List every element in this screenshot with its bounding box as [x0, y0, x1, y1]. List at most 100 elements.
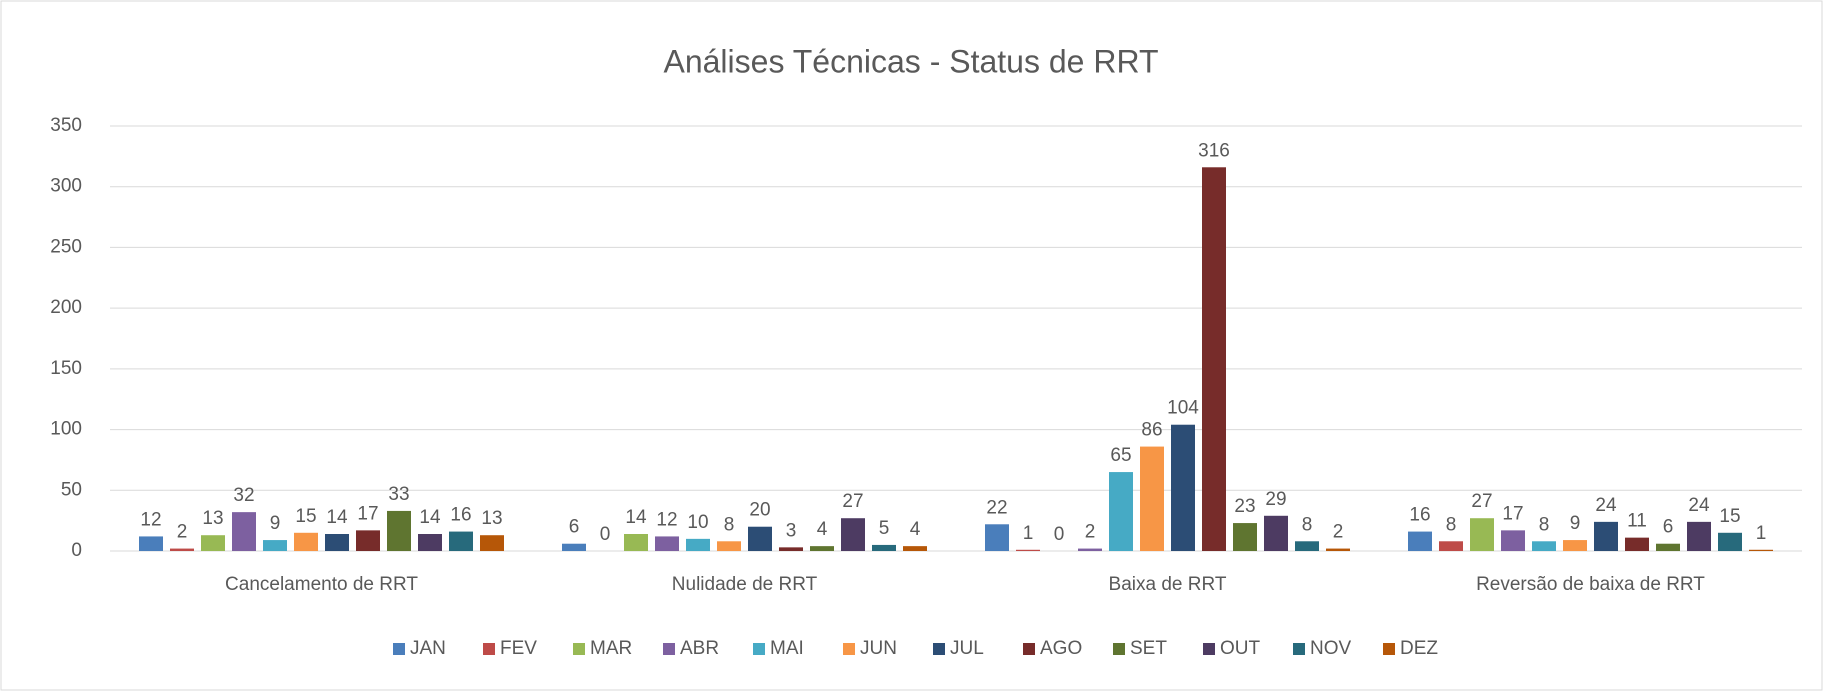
- data-label: 65: [1110, 445, 1131, 466]
- bar: [1408, 531, 1432, 551]
- bar: [418, 534, 442, 551]
- bar: [232, 512, 256, 551]
- data-label: 15: [1719, 506, 1740, 527]
- bar: [903, 546, 927, 551]
- data-label: 8: [1446, 514, 1457, 535]
- data-label: 8: [724, 514, 735, 535]
- data-label: 13: [481, 508, 502, 529]
- legend-swatch: [1293, 643, 1305, 655]
- bar: [1202, 167, 1226, 552]
- data-label: 0: [1054, 524, 1065, 545]
- data-label: 33: [388, 484, 409, 505]
- data-label: 316: [1198, 140, 1230, 161]
- data-label: 8: [1302, 514, 1313, 535]
- legend-swatch: [483, 643, 495, 655]
- data-label: 104: [1167, 398, 1199, 419]
- x-tick-label: Baixa de RRT: [1109, 574, 1227, 595]
- bar: [1295, 541, 1319, 551]
- bar: [1140, 446, 1164, 551]
- legend-swatch: [1113, 643, 1125, 655]
- y-tick-label: 0: [71, 540, 82, 561]
- bar: [841, 518, 865, 551]
- data-label: 16: [1409, 505, 1430, 526]
- bar: [1078, 548, 1102, 551]
- data-label: 1: [1023, 523, 1034, 544]
- legend-label: MAR: [590, 638, 632, 659]
- y-tick-label: 350: [50, 115, 82, 136]
- bar: [686, 538, 710, 551]
- legend-swatch: [663, 643, 675, 655]
- bar: [985, 524, 1009, 551]
- data-label: 23: [1234, 496, 1255, 517]
- bar: [1749, 549, 1773, 551]
- x-tick-label: Nulidade de RRT: [672, 574, 818, 595]
- y-tick-label: 200: [50, 297, 82, 318]
- data-label: 4: [817, 519, 828, 540]
- legend-swatch: [573, 643, 585, 655]
- data-label: 29: [1265, 489, 1286, 510]
- legend-swatch: [753, 643, 765, 655]
- data-label: 4: [910, 519, 921, 540]
- y-tick-label: 100: [50, 419, 82, 440]
- data-label: 24: [1595, 495, 1617, 516]
- legend-label: FEV: [500, 638, 537, 659]
- bar: [655, 536, 679, 551]
- data-label: 2: [1333, 522, 1344, 543]
- data-label: 9: [1570, 513, 1581, 534]
- bar: [624, 534, 648, 551]
- bar: [1233, 523, 1257, 551]
- bar: [1439, 541, 1463, 551]
- legend-swatch: [1023, 643, 1035, 655]
- bar: [1171, 424, 1195, 551]
- bar: [387, 510, 411, 551]
- data-label: 12: [140, 509, 161, 530]
- data-label: 2: [1085, 522, 1096, 543]
- legend-label: ABR: [680, 638, 719, 659]
- data-label: 1: [1756, 523, 1767, 544]
- bar: [1532, 541, 1556, 551]
- data-label: 14: [326, 507, 348, 528]
- legend-label: SET: [1130, 638, 1167, 659]
- legend-label: JAN: [410, 638, 446, 659]
- data-label: 24: [1688, 495, 1710, 516]
- data-label: 15: [295, 506, 316, 527]
- legend-label: JUN: [860, 638, 897, 659]
- bar: [872, 544, 896, 551]
- data-label: 86: [1141, 420, 1162, 441]
- legend-swatch: [1203, 643, 1215, 655]
- data-label: 17: [357, 503, 378, 524]
- bar: [1470, 518, 1494, 551]
- bar: [1109, 472, 1133, 551]
- bar: [201, 535, 225, 551]
- data-label: 27: [1471, 491, 1492, 512]
- bar: [1625, 537, 1649, 551]
- bar: [779, 547, 803, 551]
- bar: [810, 546, 834, 551]
- data-label: 0: [600, 524, 611, 545]
- data-label: 13: [202, 508, 223, 529]
- legend-swatch: [933, 643, 945, 655]
- data-label: 17: [1502, 503, 1523, 524]
- data-label: 9: [270, 513, 281, 534]
- data-label: 3: [786, 520, 797, 541]
- bar: [1594, 521, 1618, 551]
- bar: [139, 536, 163, 551]
- y-tick-label: 300: [50, 176, 82, 197]
- data-label: 14: [625, 507, 647, 528]
- bar: [717, 541, 741, 551]
- bar: [562, 543, 586, 551]
- data-label: 14: [419, 507, 441, 528]
- x-tick-label: Reversão de baixa de RRT: [1476, 574, 1705, 595]
- legend-swatch: [843, 643, 855, 655]
- y-tick-label: 150: [50, 358, 82, 379]
- bar: [263, 540, 287, 551]
- data-label: 6: [1663, 517, 1674, 538]
- data-label: 20: [749, 500, 770, 521]
- bar: [449, 531, 473, 551]
- y-tick-label: 250: [50, 236, 82, 257]
- data-label: 11: [1627, 511, 1647, 532]
- data-label: 10: [687, 512, 708, 533]
- legend-label: OUT: [1220, 638, 1261, 659]
- bar: [356, 530, 380, 551]
